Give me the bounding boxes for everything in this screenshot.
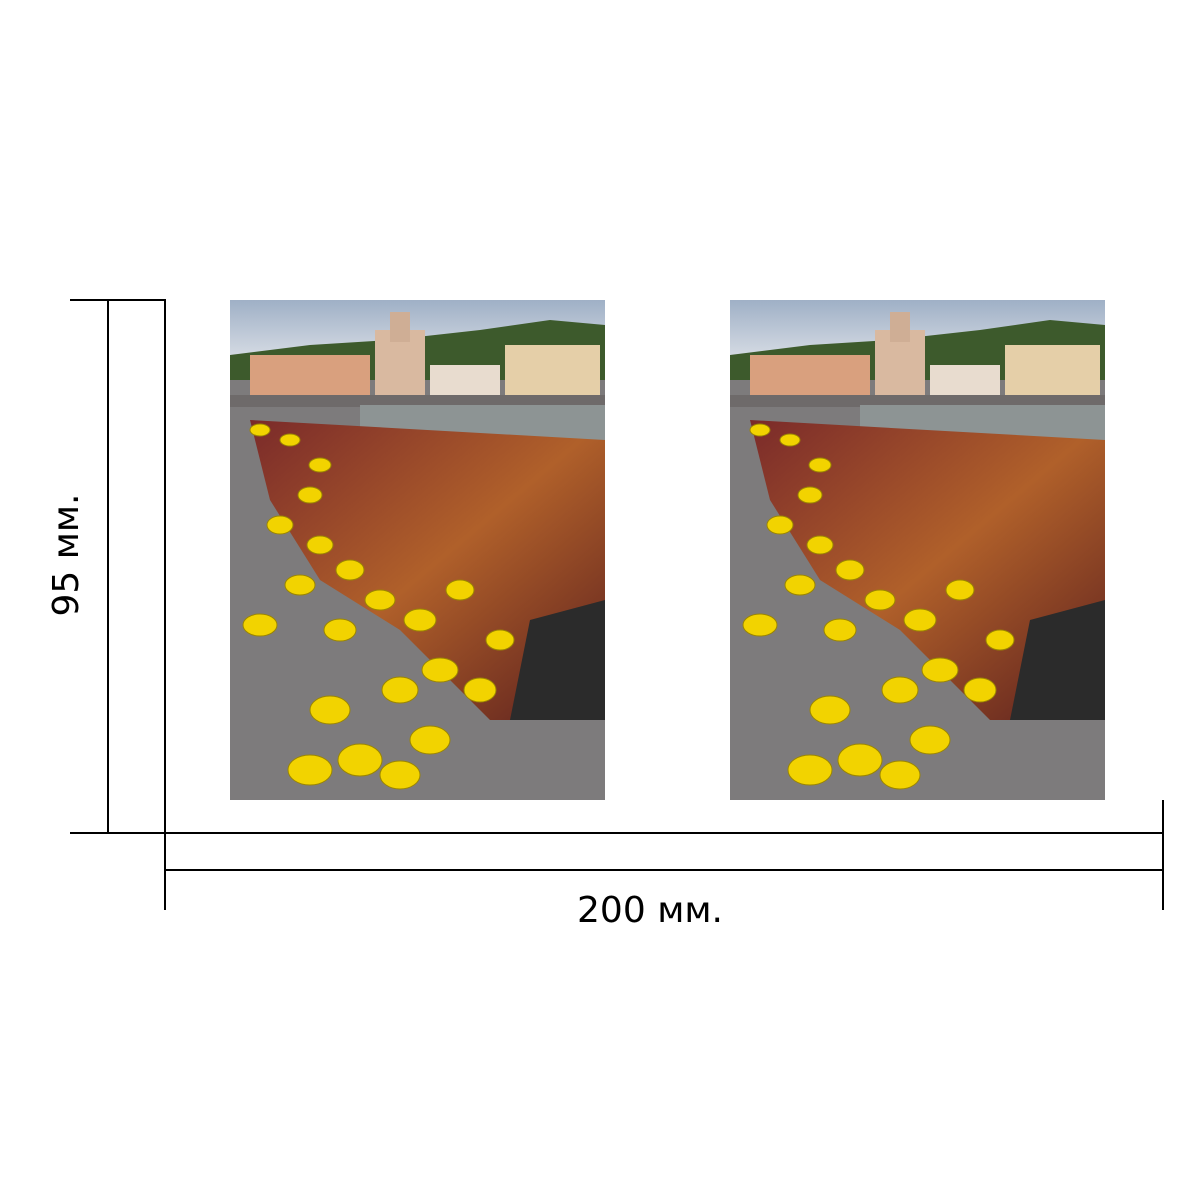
- width-label: 200 мм.: [577, 890, 723, 931]
- product-photo: [729, 299, 1106, 801]
- height-label: 95 мм.: [46, 493, 87, 616]
- product-photo: [229, 299, 606, 801]
- width-dimension: 200 мм.: [164, 800, 1164, 931]
- height-dimension: 95 мм.: [46, 299, 166, 834]
